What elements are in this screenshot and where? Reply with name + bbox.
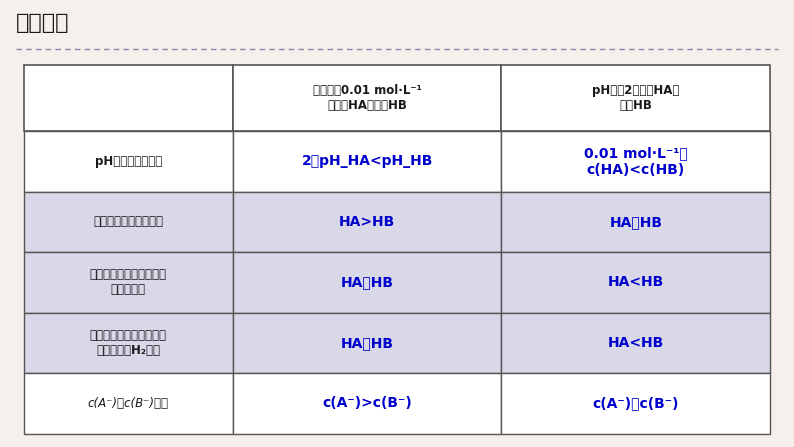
Text: c(A⁻)＝c(B⁻): c(A⁻)＝c(B⁻) — [592, 396, 679, 410]
Text: HA>HB: HA>HB — [339, 215, 395, 229]
Bar — [502, 312, 770, 373]
Text: c(A⁻)与c(B⁻)大小: c(A⁻)与c(B⁻)大小 — [88, 397, 169, 410]
Text: pH或物质的量浓度: pH或物质的量浓度 — [94, 155, 162, 168]
Bar — [502, 131, 770, 192]
Text: HA<HB: HA<HB — [607, 275, 664, 289]
Bar — [24, 373, 233, 434]
Bar — [233, 252, 502, 312]
Text: HA＝HB: HA＝HB — [341, 275, 394, 289]
Bar — [233, 65, 502, 131]
Text: HA<HB: HA<HB — [607, 336, 664, 350]
Bar — [502, 65, 770, 131]
Bar — [233, 373, 502, 434]
Bar — [502, 373, 770, 434]
Text: c(A⁻)>c(B⁻): c(A⁻)>c(B⁻) — [322, 396, 412, 410]
Bar — [502, 252, 770, 312]
Bar — [24, 312, 233, 373]
Text: 2＝pH_HA<pH_HB: 2＝pH_HA<pH_HB — [302, 154, 433, 169]
Text: 新课导入: 新课导入 — [16, 13, 69, 34]
Bar — [233, 131, 502, 192]
Text: 体积相同与过量碱反应消
耗的碱的量: 体积相同与过量碱反应消 耗的碱的量 — [90, 268, 167, 296]
Text: pH均为2的强酸HA与
弱酸HB: pH均为2的强酸HA与 弱酸HB — [592, 84, 680, 112]
Text: 开始与金属反应的速率: 开始与金属反应的速率 — [94, 215, 164, 228]
Bar — [233, 192, 502, 252]
Text: 0.01 mol·L⁻¹＝
c(HA)<c(HB): 0.01 mol·L⁻¹＝ c(HA)<c(HB) — [584, 146, 688, 177]
Text: HA＝HB: HA＝HB — [341, 336, 394, 350]
Bar — [233, 312, 502, 373]
Bar — [24, 131, 233, 192]
Bar — [24, 65, 233, 131]
Text: HA＝HB: HA＝HB — [609, 215, 662, 229]
Bar — [24, 192, 233, 252]
Bar — [502, 192, 770, 252]
Bar — [24, 252, 233, 312]
Text: 体积相同时与过量活泼金
属反应产生H₂的量: 体积相同时与过量活泼金 属反应产生H₂的量 — [90, 329, 167, 357]
Text: 浓度均为0.01 mol·L⁻¹
的强酸HA与弱酸HB: 浓度均为0.01 mol·L⁻¹ 的强酸HA与弱酸HB — [313, 84, 422, 112]
